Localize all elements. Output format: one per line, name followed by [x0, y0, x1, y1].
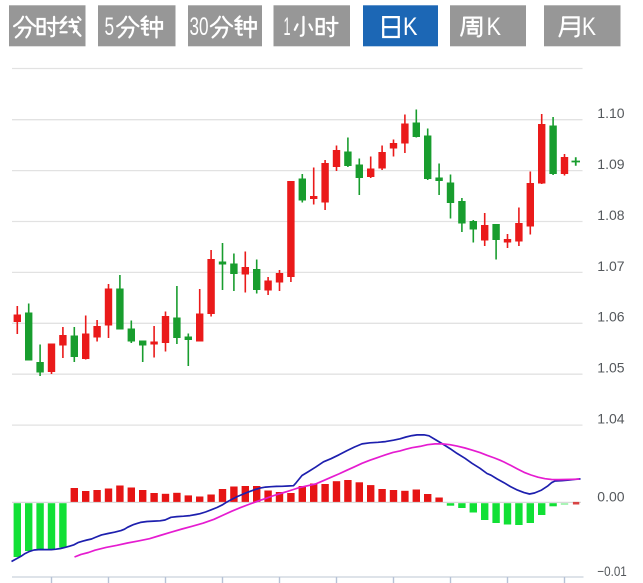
svg-text:1: 1 — [284, 13, 291, 41]
svg-text:1.09: 1.09 — [597, 156, 624, 172]
svg-text:1.04: 1.04 — [597, 411, 624, 427]
svg-text:1.06: 1.06 — [597, 309, 624, 325]
svg-text:1.10: 1.10 — [597, 105, 624, 121]
svg-text:K: K — [403, 13, 418, 41]
svg-text:K: K — [487, 13, 502, 41]
svg-text:K: K — [582, 13, 596, 41]
svg-text:5: 5 — [105, 13, 115, 41]
svg-text:30: 30 — [190, 13, 209, 41]
svg-text:−0.01: −0.01 — [597, 563, 627, 579]
svg-text:1.08: 1.08 — [597, 207, 624, 223]
svg-text:0.00: 0.00 — [597, 488, 624, 504]
svg-text:1.05: 1.05 — [597, 360, 624, 376]
svg-text:1.07: 1.07 — [597, 258, 624, 274]
